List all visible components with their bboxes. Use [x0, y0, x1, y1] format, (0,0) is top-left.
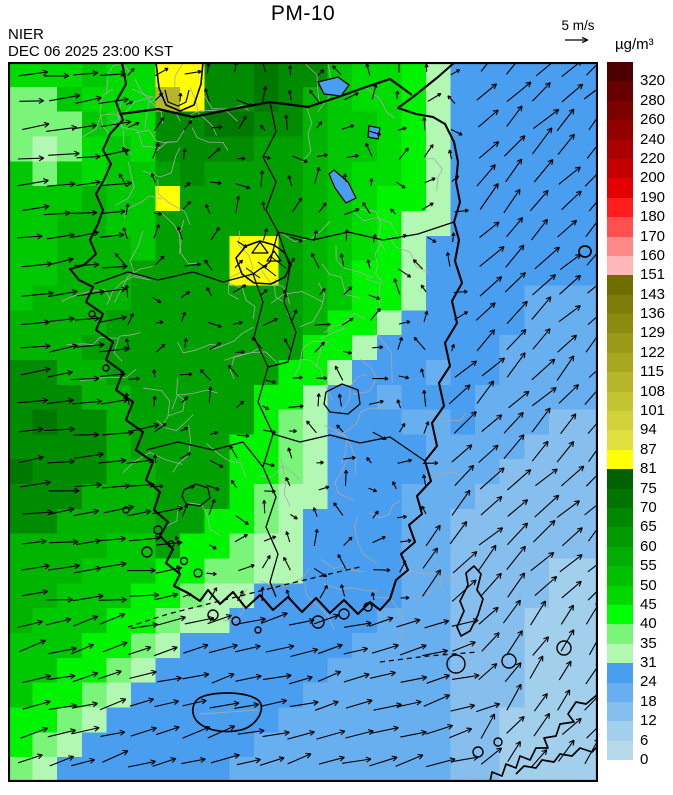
colorbar-cell	[607, 740, 633, 761]
colorbar-cell	[607, 701, 633, 722]
colorbar-cell	[607, 546, 633, 567]
colorbar-label: 55	[640, 557, 657, 575]
colorbar-label: 190	[640, 188, 666, 206]
colorbar-cell	[607, 314, 633, 334]
colorbar-cell	[607, 449, 633, 470]
colorbar-cell	[607, 236, 633, 256]
colorbar-label: 6	[640, 731, 649, 749]
colorbar-label: 200	[640, 169, 666, 187]
colorbar-cell	[607, 411, 633, 431]
colorbar-cell	[607, 255, 633, 276]
colorbar-label: 75	[640, 479, 657, 497]
colorbar-label: 143	[640, 285, 666, 303]
colorbar-labels: 320 280 260 240 220 200 190 180 170 160 151 143 136 1…	[640, 62, 673, 776]
colorbar-cell	[607, 527, 633, 547]
wind-scale-legend: 5 m/s	[550, 19, 606, 45]
korea-coastline	[68, 61, 464, 616]
colorbar-label: 18	[640, 692, 657, 710]
wind-scale-arrow-icon	[565, 36, 589, 44]
colorbar-label: 122	[640, 343, 666, 361]
colorbar-cell	[607, 430, 633, 450]
colorbar-label: 280	[640, 91, 666, 109]
colorbar-cell	[607, 120, 633, 140]
colorbar-cell	[607, 721, 633, 741]
colorbar-label: 70	[640, 498, 657, 516]
colorbar-cell	[607, 682, 633, 702]
colorbar-cell	[607, 100, 633, 121]
colorbar-label: 40	[640, 615, 657, 633]
colorbar-cell	[607, 469, 633, 489]
datetime-label: DEC 06 2025 23:00 KST	[8, 43, 174, 60]
wind-scale-label: 5 m/s	[561, 18, 595, 33]
colorbar-label: 151	[640, 266, 666, 284]
colorbar-cell	[607, 507, 633, 528]
page-title: PM-10	[270, 2, 336, 25]
colorbar-label: 24	[640, 673, 657, 691]
map-area	[7, 46, 614, 783]
colorbar-label: 31	[640, 654, 657, 672]
colorbar-label: 60	[640, 537, 657, 555]
colorbar-label: 87	[640, 440, 657, 458]
colorbar-label: 129	[640, 324, 666, 342]
colorbar-label: 180	[640, 208, 666, 226]
colorbar-label: 50	[640, 576, 657, 594]
colorbar-cell	[607, 197, 633, 218]
colorbar-label: 45	[640, 595, 657, 613]
colorbar	[607, 62, 633, 761]
colorbar-cell	[607, 333, 633, 353]
colorbar-cell	[607, 663, 633, 683]
dmz-border	[119, 77, 413, 119]
pm10-concentration-map	[7, 46, 614, 783]
colorbar-cell	[607, 391, 633, 412]
colorbar-label: 94	[640, 421, 657, 439]
colorbar-label: 320	[640, 72, 666, 90]
agency-label: NIER	[8, 26, 44, 43]
colorbar-label: 220	[640, 149, 666, 167]
colorbar-cell	[607, 139, 633, 159]
colorbar-label: 260	[640, 111, 666, 129]
colorbar-cell	[607, 62, 633, 82]
colorbar-label: 136	[640, 305, 666, 323]
colorbar-label: 35	[640, 634, 657, 652]
colorbar-label: 170	[640, 227, 666, 245]
colorbar-cell	[607, 643, 633, 664]
province-boundaries	[93, 77, 455, 598]
colorbar-label: 0	[640, 751, 649, 768]
colorbar-cell	[607, 217, 633, 237]
colorbar-cell	[607, 585, 633, 605]
colorbar-label: 115	[640, 363, 664, 381]
colorbar-cell	[607, 372, 633, 392]
colorbar-cell	[607, 275, 633, 295]
colorbar-label: 65	[640, 518, 657, 536]
colorbar-cell	[607, 81, 633, 101]
colorbar-cell	[607, 294, 633, 315]
unit-label: µg/m³	[615, 36, 654, 53]
colorbar-cell	[607, 604, 633, 625]
colorbar-cell	[607, 566, 633, 586]
high-value-contours	[155, 61, 292, 285]
colorbar-cell	[607, 352, 633, 373]
colorbar-label: 81	[640, 460, 657, 478]
colorbar-label: 101	[640, 402, 666, 419]
colorbar-cell	[607, 178, 633, 198]
colorbar-cell	[607, 488, 633, 508]
colorbar-label: 160	[640, 246, 666, 264]
colorbar-cell	[607, 624, 633, 644]
colorbar-label: 12	[640, 712, 657, 730]
lakes	[317, 76, 381, 204]
map-frame	[7, 61, 599, 783]
colorbar-label: 108	[640, 382, 666, 400]
colorbar-label: 240	[640, 130, 666, 148]
colorbar-cell	[607, 158, 633, 179]
